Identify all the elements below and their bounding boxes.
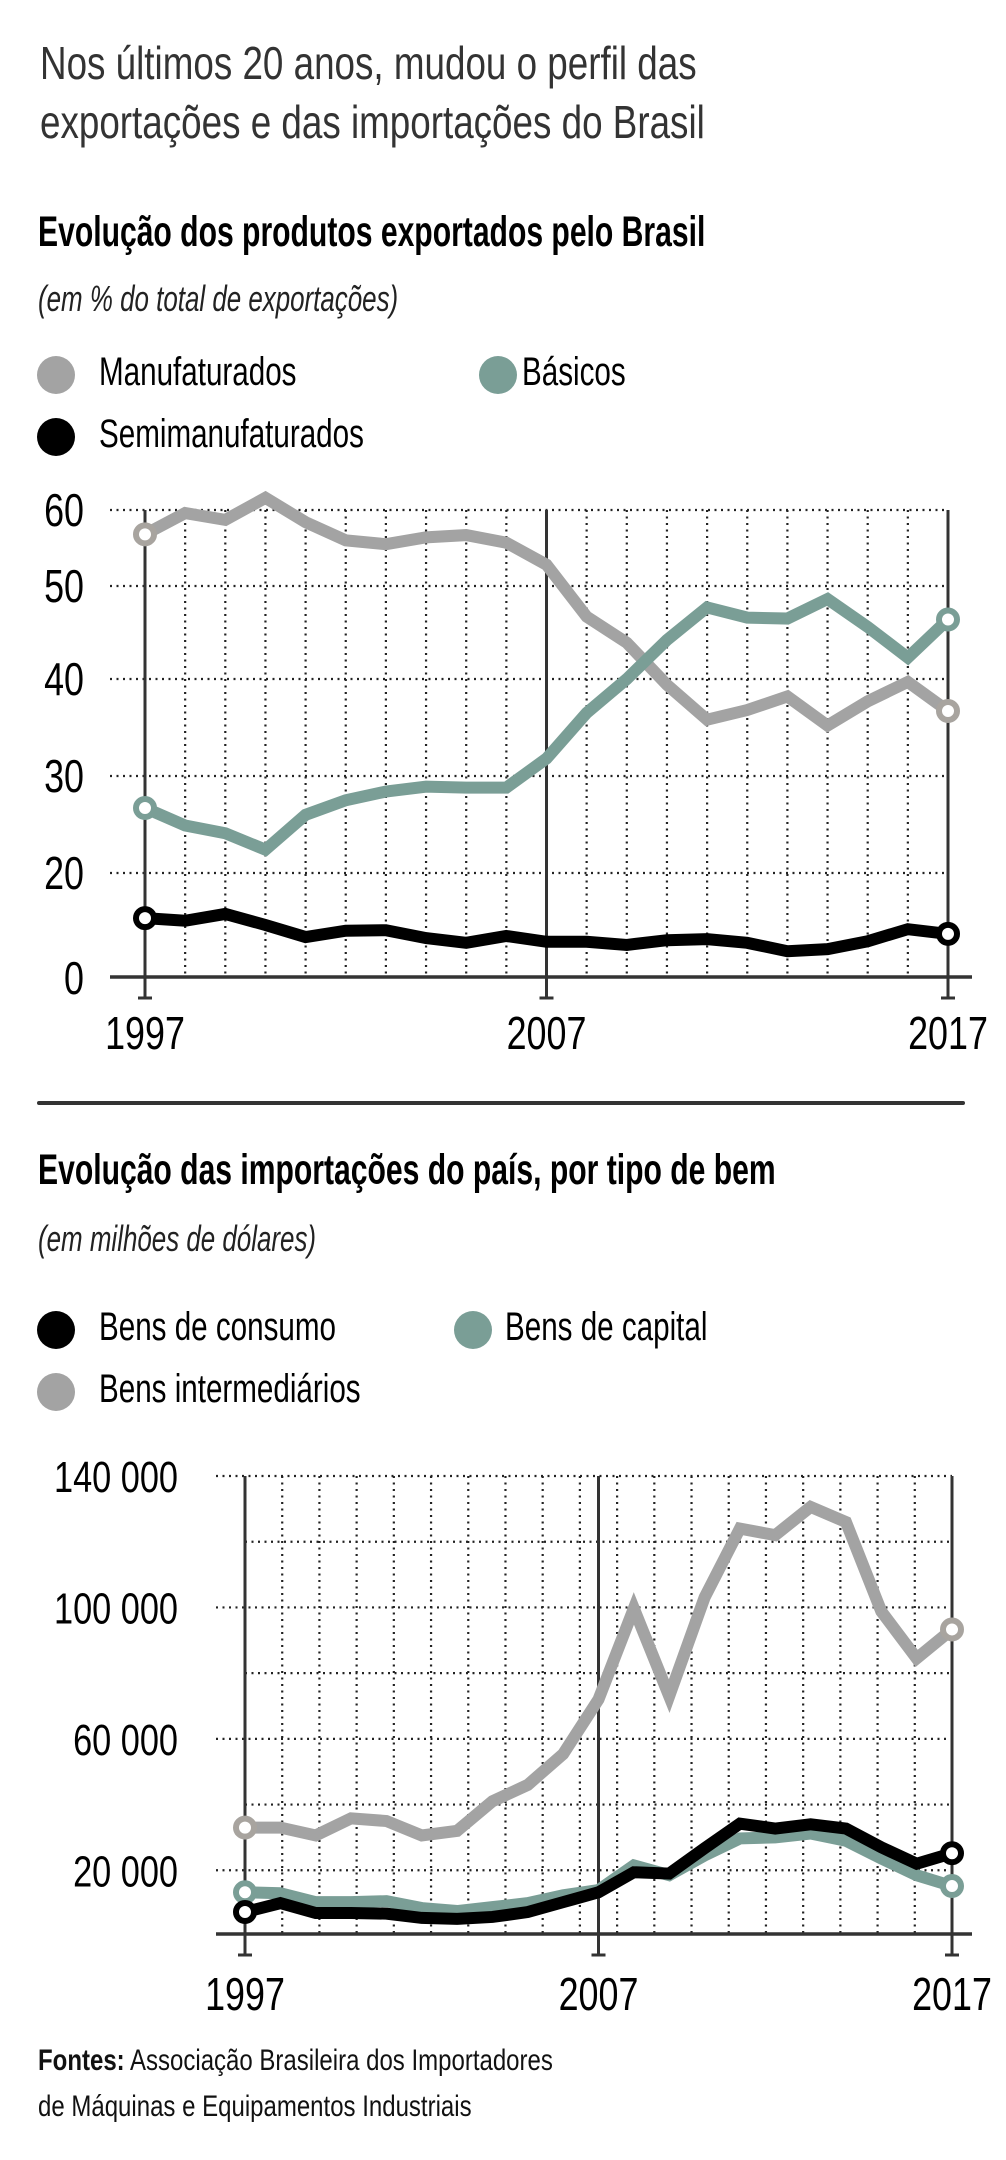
x-tick-label: 2017	[908, 1008, 988, 1059]
series-line-semimanufaturados	[144, 907, 949, 958]
exports-line-chart: 0 20 30 40 50 60 1997 2007 2017	[44, 485, 988, 1059]
x-tick-label: 2007	[559, 1969, 639, 2020]
start-marker-basicos	[133, 796, 157, 821]
legend-label-semimanufaturados: Semimanufaturados	[99, 412, 364, 456]
series-line-bens-intermediarios	[245, 1499, 956, 1842]
main-title-line-1: Nos últimos 20 anos, mudou o perfil das	[40, 37, 697, 89]
end-marker-bens-intermediarios	[940, 1617, 964, 1642]
y-tick-label: 60	[44, 485, 84, 536]
legend-label-bens-intermediarios: Bens intermediários	[99, 1367, 361, 1411]
end-marker-basicos	[936, 607, 960, 632]
y-tick-label: 0	[64, 953, 84, 1004]
imports-chart-unit: (em milhões de dólares)	[38, 1218, 317, 1259]
start-marker-bens-de-capital	[233, 1880, 257, 1905]
imports-legend: Bens de consumo Bens de capital Bens int…	[37, 1305, 737, 1421]
series-line-basicos	[142, 592, 953, 857]
y-tick-label: 140 000	[54, 1453, 178, 1502]
legend-swatch-semimanufaturados	[37, 418, 75, 456]
legend-swatch-basicos	[479, 356, 517, 394]
source-label: Fontes:	[38, 2044, 125, 2077]
legend-swatch-manufaturados	[37, 356, 75, 394]
series-line-bens-de-consumo	[243, 1817, 954, 1925]
source-text-1: Associação Brasileira dos Importadores	[130, 2044, 553, 2077]
legend-label-bens-consumo: Bens de consumo	[99, 1305, 336, 1349]
exports-legend: Manufaturados Básicos Semimanufaturados	[37, 350, 637, 466]
start-marker-bens-de-consumo	[233, 1900, 257, 1925]
y-tick-label: 50	[44, 561, 84, 612]
end-marker-manufaturados	[936, 699, 960, 724]
y-tick-label: 30	[44, 751, 84, 802]
x-tick-label: 1997	[105, 1008, 185, 1059]
legend-label-bens-capital: Bens de capital	[505, 1305, 708, 1349]
y-tick-label: 20 000	[73, 1847, 178, 1896]
legend-label-basicos: Básicos	[522, 350, 626, 394]
x-tick-label: 2017	[912, 1969, 992, 2020]
main-title-line-2: exportações e das importações do Brasil	[40, 96, 705, 148]
source-line-1: Fontes: Associação Brasileira dos Import…	[38, 2044, 682, 2078]
imports-chart-title: Evolução das importações do país, por ti…	[38, 1146, 776, 1194]
exports-chart-unit: (em % do total de exportações)	[38, 278, 399, 319]
legend-swatch-bens-intermediarios	[37, 1373, 75, 1411]
y-tick-label: 20	[44, 848, 84, 899]
series-line-manufaturados	[142, 490, 952, 733]
end-marker-bens-de-consumo	[940, 1841, 964, 1866]
legend-swatch-bens-capital	[454, 1311, 492, 1349]
x-tick-label: 1997	[205, 1969, 285, 2020]
legend-swatch-bens-consumo	[37, 1311, 75, 1349]
start-marker-manufaturados	[133, 522, 157, 547]
source-line-2: de Máquinas e Equipamentos Industriais	[38, 2090, 580, 2124]
end-marker-bens-de-capital	[940, 1874, 964, 1899]
start-marker-bens-intermediarios	[233, 1815, 257, 1840]
section-divider	[37, 1101, 965, 1105]
legend-label-manufaturados: Manufaturados	[99, 350, 297, 394]
x-tick-label: 2007	[507, 1008, 587, 1059]
y-tick-label: 100 000	[54, 1584, 178, 1633]
source-text-2: de Máquinas e Equipamentos Industriais	[38, 2090, 472, 2123]
exports-chart-title: Evolução dos produtos exportados pelo Br…	[38, 208, 706, 256]
y-tick-label: 40	[44, 654, 84, 705]
start-marker-semimanufaturados	[133, 906, 157, 931]
end-marker-semimanufaturados	[936, 921, 960, 946]
y-tick-label: 60 000	[73, 1716, 178, 1765]
